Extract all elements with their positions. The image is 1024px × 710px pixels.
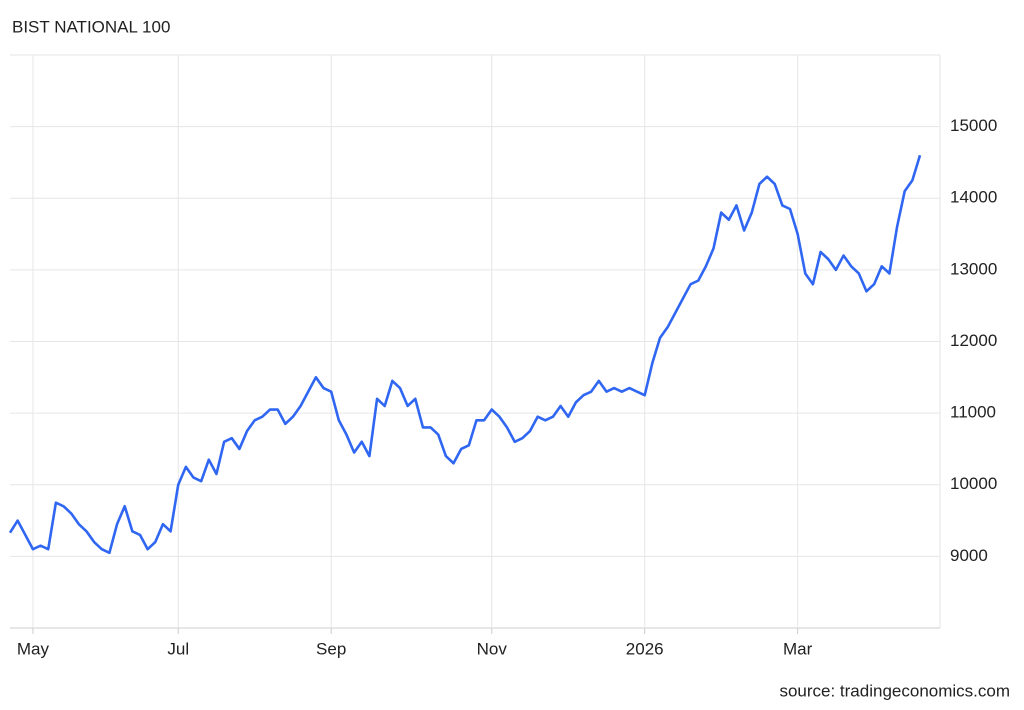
y-tick-label: 10000 [950,474,997,493]
y-tick-label: 15000 [950,116,997,135]
y-tick-label: 11000 [950,403,996,422]
y-tick-label: 12000 [950,331,997,350]
x-tick-label: Mar [783,639,813,658]
y-tick-label: 13000 [950,259,997,278]
y-tick-label: 9000 [950,546,988,565]
price-line [8,154,922,555]
x-tick-label: Jul [167,639,189,658]
x-tick-label: 2026 [626,639,664,658]
x-tick-label: May [17,639,50,658]
source: source: tradingeconomics.com [779,681,1010,700]
x-tick-label: Sep [316,639,346,658]
chart-title: BIST NATIONAL 100 [12,17,170,36]
x-tick-label: Nov [477,639,508,658]
y-tick-label: 14000 [950,188,997,207]
